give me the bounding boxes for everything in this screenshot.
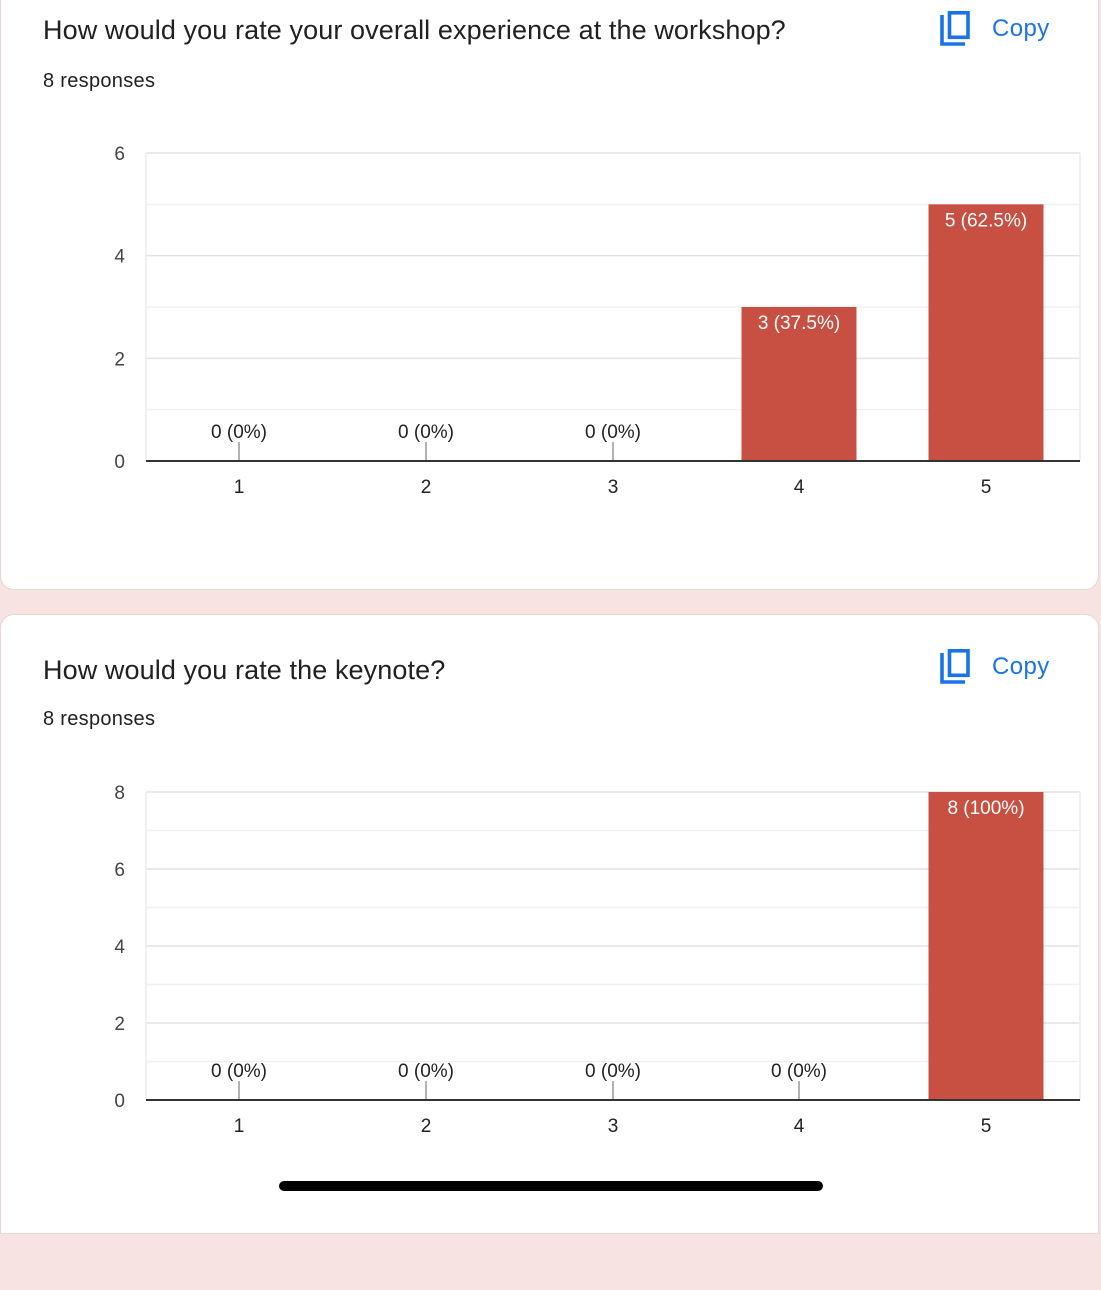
bar-chart-overall-experience: 0 2 4 6 0 (0%) 0 (0%) 0 (0%) 3 (37.5%) 5 (62.5%)… — [114, 144, 1081, 498]
y-tick-label: 8 — [114, 783, 125, 804]
y-tick-label: 0 — [114, 452, 125, 473]
copy-button[interactable]: Copy — [939, 649, 1050, 685]
response-count: 8 responses — [43, 70, 156, 92]
copy-icon — [940, 11, 970, 46]
question-card-overall-experience: How would you rate your overall experien… — [0, 0, 1099, 590]
copy-label: Copy — [992, 653, 1050, 680]
y-tick-label: 6 — [114, 860, 125, 881]
copy-icon — [940, 649, 970, 684]
x-tick-label: 5 — [981, 1116, 992, 1137]
x-tick-label: 3 — [608, 1116, 619, 1137]
copy-label: Copy — [992, 15, 1050, 42]
data-label: 0 (0%) — [211, 1061, 267, 1082]
x-tick-label: 2 — [421, 1116, 432, 1137]
y-tick-label: 0 — [114, 1091, 125, 1112]
data-label: 0 (0%) — [585, 422, 641, 443]
x-tick-label: 3 — [608, 477, 619, 498]
x-tick-label: 1 — [234, 1116, 245, 1137]
y-tick-label: 2 — [114, 349, 125, 370]
x-tick-label: 5 — [981, 477, 992, 498]
data-label: 5 (62.5%) — [945, 210, 1027, 231]
data-label: 8 (100%) — [947, 798, 1024, 819]
question-title: How would you rate your overall experien… — [43, 15, 786, 45]
bar-4[interactable] — [741, 307, 857, 461]
x-tick-label: 2 — [421, 477, 432, 498]
home-indicator — [279, 1181, 823, 1191]
bar-chart-keynote: 0 2 4 6 8 0 (0%) 0 (0%) 0 (0%) 0 (0%) 8 (100%) 1 2 3… — [114, 783, 1081, 1137]
bar-5[interactable] — [928, 204, 1044, 461]
y-tick-label: 6 — [114, 144, 125, 165]
copy-button[interactable]: Copy — [939, 11, 1050, 47]
question-title: How would you rate the keynote? — [43, 655, 446, 685]
y-tick-label: 4 — [114, 247, 125, 268]
y-tick-label: 4 — [114, 937, 125, 958]
data-label: 0 (0%) — [585, 1061, 641, 1082]
data-label: 0 (0%) — [398, 1061, 454, 1082]
response-count: 8 responses — [43, 708, 156, 730]
data-label: 0 (0%) — [771, 1061, 827, 1082]
y-tick-label: 2 — [114, 1014, 125, 1035]
data-label: 3 (37.5%) — [758, 313, 840, 334]
data-label: 0 (0%) — [398, 422, 454, 443]
bar-5[interactable] — [928, 792, 1044, 1100]
x-tick-label: 4 — [794, 477, 805, 498]
question-card-keynote: How would you rate the keynote? 8 respon… — [0, 614, 1099, 1234]
x-tick-label: 4 — [794, 1116, 805, 1137]
data-label: 0 (0%) — [211, 422, 267, 443]
x-tick-label: 1 — [234, 477, 245, 498]
